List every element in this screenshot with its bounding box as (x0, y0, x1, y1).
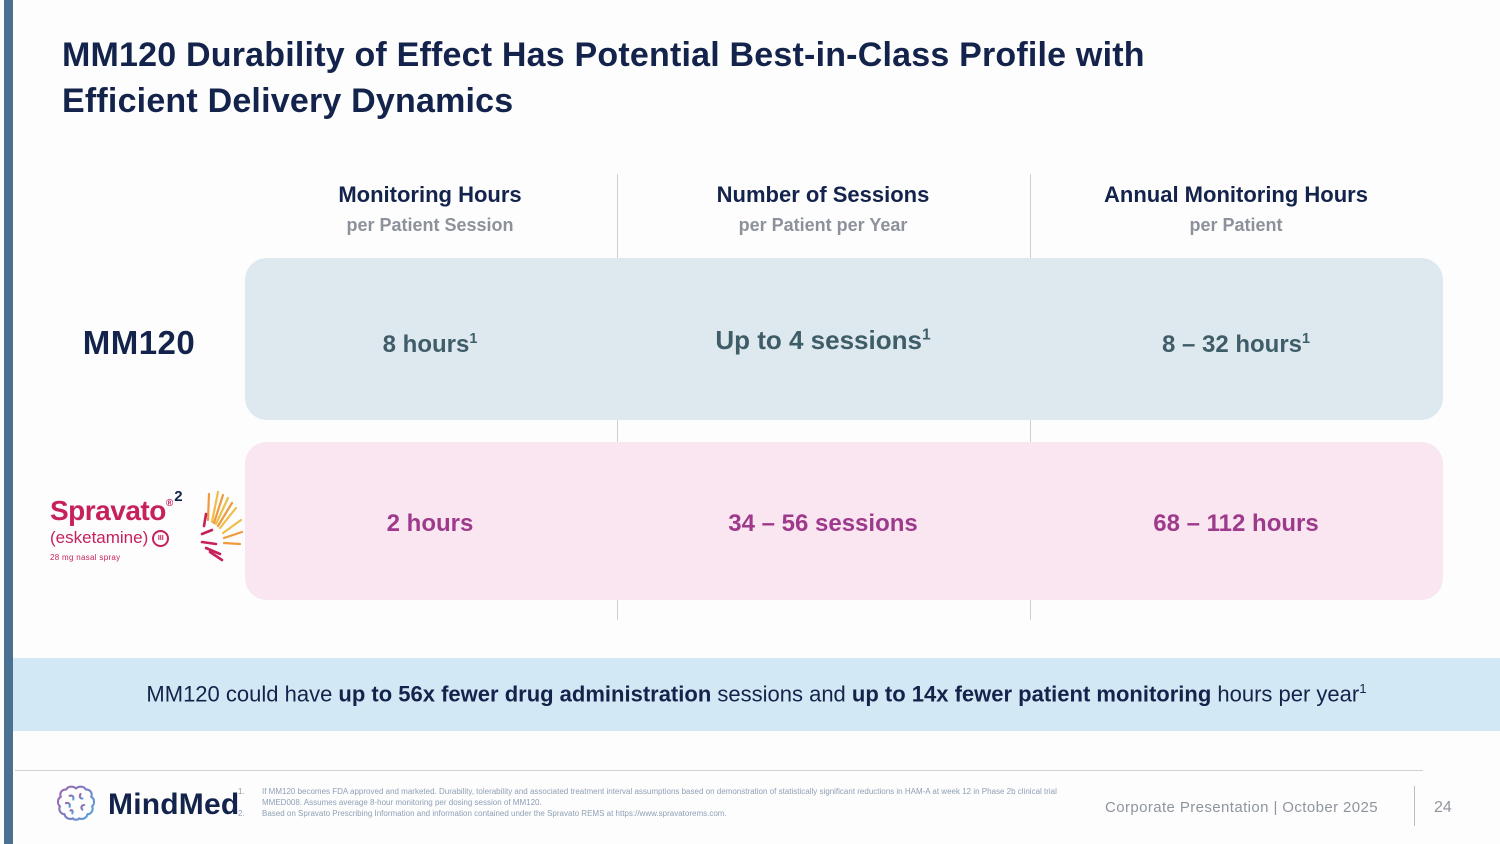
footnote-number: 2. (238, 809, 245, 818)
column-subtitle: per Patient (1189, 215, 1283, 235)
spravato-annual-hours-cell: 68 – 112 hours (1153, 510, 1319, 537)
summary-text: MM120 could have up to 56x fewer drug ad… (146, 681, 1366, 707)
column-subtitle: per Patient Session (346, 215, 514, 235)
footnote-ref: 1 (1302, 331, 1311, 347)
mm120-sessions-cell: Up to 4 sessions1 (617, 325, 1029, 356)
spravato-row (245, 442, 1443, 600)
spravato-sessions-cell: 34 – 56 sessions (728, 510, 918, 537)
footer-divider (15, 770, 1423, 771)
spravato-tagline: 28 mg nasal spray (50, 553, 121, 562)
spravato-wordmark: Spravato (50, 495, 166, 526)
page-number: 24 (1434, 799, 1452, 816)
footnote-ref: 1 (469, 331, 478, 347)
footnote-ref: 1 (921, 326, 931, 344)
summary-segment: sessions and (711, 681, 852, 707)
footnote-number: 1. (238, 787, 245, 796)
column-title: Monitoring Hours (338, 182, 522, 207)
summary-segment: MM120 could have (146, 681, 339, 707)
page-title-line1: MM120 Durability of Effect Has Potential… (62, 36, 1145, 74)
page-number-divider (1414, 786, 1415, 826)
spravato-logo: Spravato®2 (esketamine) III 28 mg nasal s… (50, 488, 250, 562)
column-title: Number of Sessions (716, 182, 930, 207)
column-header-annual-monitoring-hours: Annual Monitoring Hours per Patient (1030, 182, 1442, 236)
brain-icon (56, 785, 96, 821)
cell-value: Up to 4 sessions (715, 325, 922, 355)
summary-highlight: up to 56x fewer drug administration (338, 681, 712, 707)
summary-banner: MM120 could have up to 56x fewer drug ad… (13, 658, 1500, 731)
registered-mark: ® (165, 498, 174, 509)
mm120-row (245, 258, 1443, 420)
cell-value: 8 – 32 hours (1161, 331, 1303, 358)
mm120-monitoring-hours-cell: 8 hours1 (224, 331, 636, 359)
spravato-monitoring-hours-cell: 2 hours (386, 510, 474, 537)
column-header-number-of-sessions: Number of Sessions per Patient per Year (617, 182, 1029, 236)
footnote-ref: 2 (174, 488, 183, 505)
mindmed-logo: MindMed (54, 783, 239, 827)
footnote-ref: 1 (1359, 681, 1367, 697)
starburst-icon (200, 490, 244, 562)
column-subtitle: per Patient per Year (738, 215, 908, 235)
presentation-meta: Corporate Presentation | October 2025 (1104, 799, 1378, 816)
esketamine-label: (esketamine) (50, 528, 149, 547)
column-header-monitoring-hours: Monitoring Hours per Patient Session (224, 182, 636, 236)
mm120-row-label: MM120 (82, 324, 196, 361)
footnote-list: 1. If MM120 becomes FDA approved and mar… (238, 786, 1094, 819)
column-title: Annual Monitoring Hours (1104, 182, 1368, 207)
page-title: MM120 Durability of Effect Has Potential… (62, 32, 1145, 124)
summary-highlight: up to 14x fewer patient monitoring (851, 681, 1212, 707)
footnote-item: 2. Based on Spravato Prescribing Informa… (238, 808, 1094, 819)
footnote-item: 1. If MM120 becomes FDA approved and mar… (238, 786, 1094, 808)
schedule-iii-badge: III (152, 529, 170, 547)
footnote-text: Based on Spravato Prescribing Informatio… (262, 809, 727, 818)
summary-segment: hours per year (1211, 681, 1360, 707)
spravato-generic-name: (esketamine) III (50, 528, 250, 548)
mm120-annual-hours-cell: 8 – 32 hours1 (1030, 331, 1442, 359)
mindmed-wordmark: MindMed (108, 788, 240, 821)
spravato-brand: Spravato®2 (50, 488, 250, 527)
left-accent-bar (4, 0, 13, 844)
page-title-line2: Efficient Delivery Dynamics (62, 82, 514, 120)
footnote-text: If MM120 becomes FDA approved and market… (262, 787, 1057, 807)
cell-value: 8 hours (382, 331, 470, 358)
